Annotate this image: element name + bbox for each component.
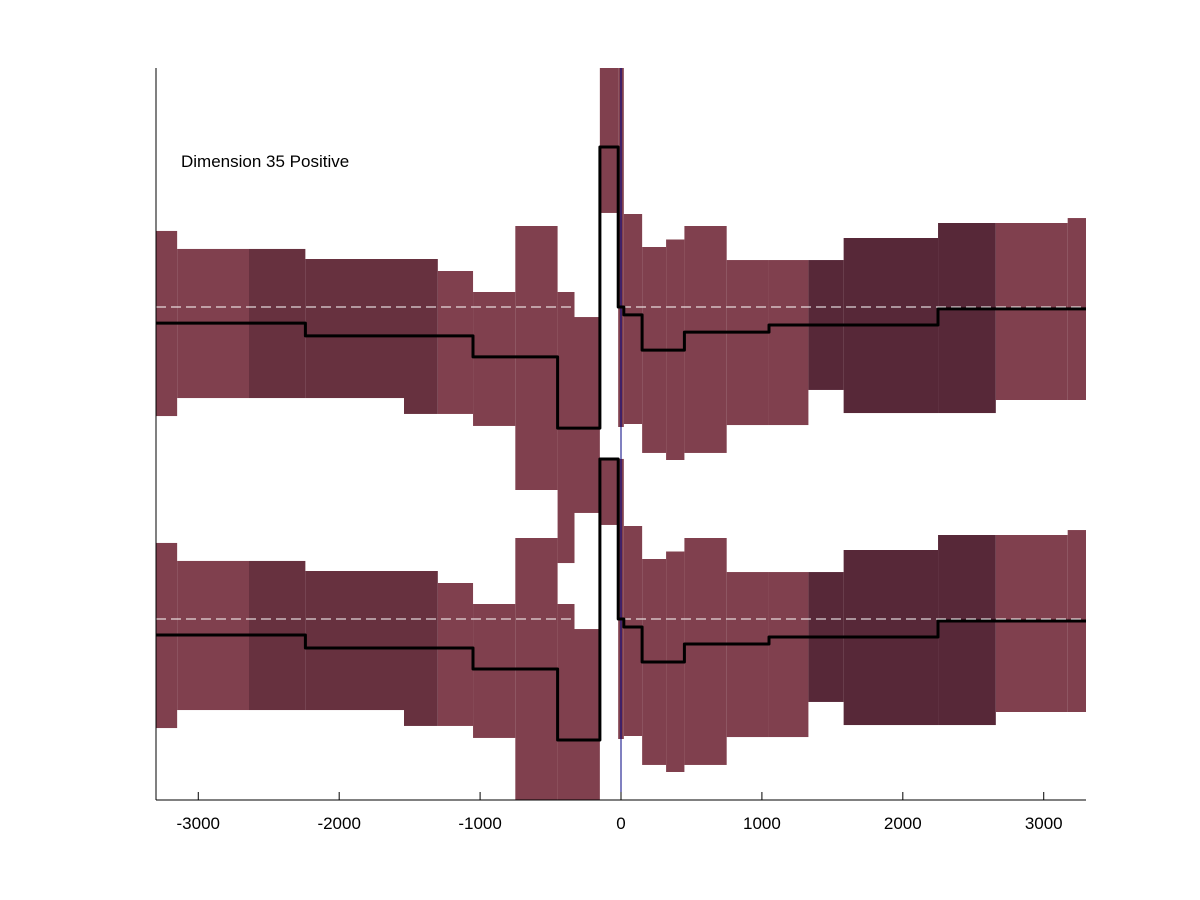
- dimension-annotation: Dimension 35 Positive: [181, 152, 349, 171]
- band-rect: [557, 604, 575, 800]
- band-rect: [684, 538, 727, 765]
- band-rect: [599, 68, 619, 213]
- band-rect: [623, 526, 643, 736]
- panel-1-mean-line: [156, 145, 1086, 430]
- mean-lines: [156, 145, 1086, 742]
- band-rect: [437, 583, 474, 726]
- band-rect: [437, 271, 474, 414]
- panel-2-mean-line: [156, 457, 1086, 742]
- x-tick-label: 1000: [743, 814, 781, 833]
- band-rect: [726, 572, 769, 738]
- band-rect: [623, 214, 643, 424]
- x-tick-label: 2000: [884, 814, 922, 833]
- band-rect: [938, 223, 996, 414]
- band-rect: [938, 535, 996, 726]
- x-ticks: -3000 -2000 -1000 0 1000 2000 3000: [177, 792, 1063, 833]
- band-rect: [473, 292, 516, 426]
- x-tick-label: -1000: [458, 814, 501, 833]
- band-rect: [768, 572, 809, 738]
- band-rect: [473, 604, 516, 738]
- band-rect: [684, 226, 727, 453]
- band-rect: [305, 571, 404, 711]
- band-rect: [726, 260, 769, 426]
- x-tick-label: 0: [616, 814, 625, 833]
- x-tick-label: 3000: [1025, 814, 1063, 833]
- band-rect: [599, 458, 619, 525]
- band-rect: [768, 260, 809, 426]
- band-rect: [574, 629, 600, 800]
- x-tick-label: -3000: [177, 814, 220, 833]
- band-rect: [574, 317, 600, 513]
- band-rect: [995, 535, 1068, 712]
- x-tick-label: -2000: [317, 814, 360, 833]
- band-rect: [305, 259, 404, 399]
- band-rect: [995, 223, 1068, 400]
